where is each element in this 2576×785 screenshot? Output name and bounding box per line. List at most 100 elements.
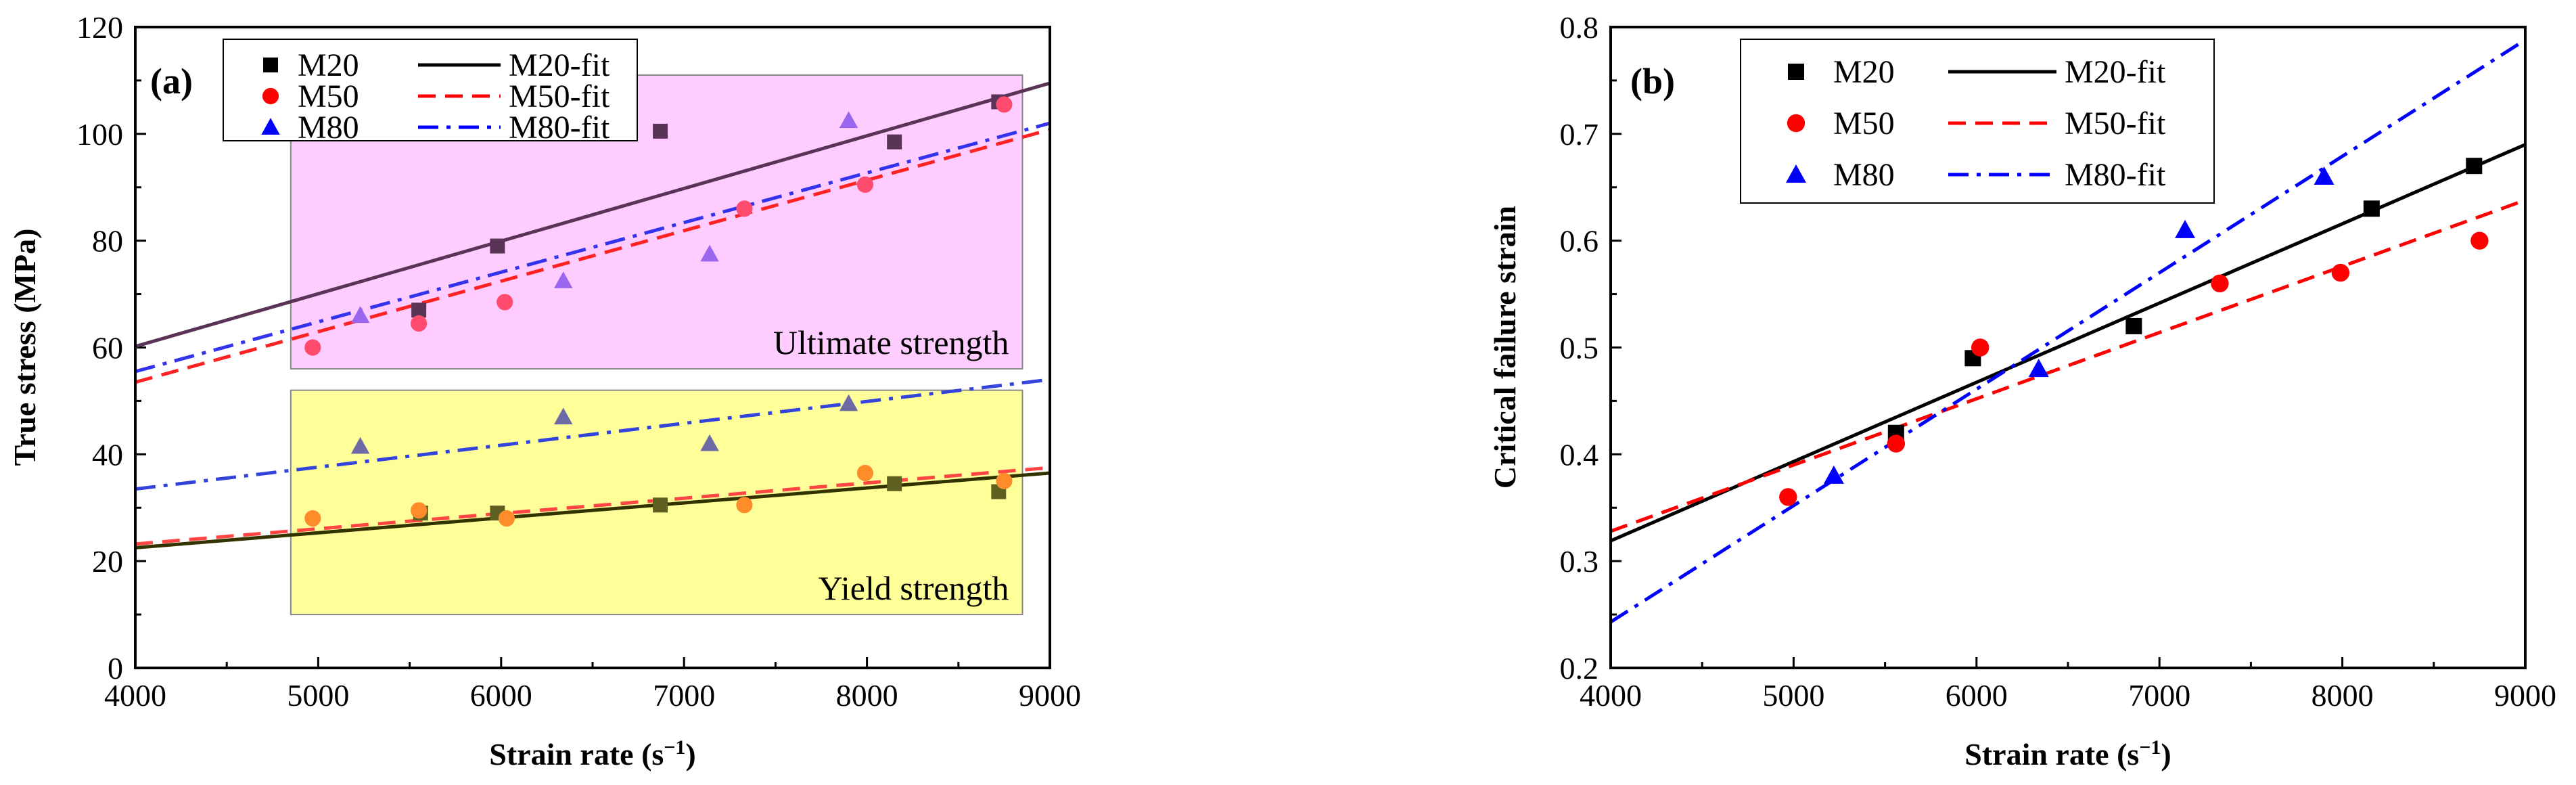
y-tick-label: 0.5 [1560, 331, 1599, 365]
legend-fit-label: M80-fit [509, 110, 610, 145]
data-point [411, 502, 428, 519]
legend-label: M20 [1833, 54, 1895, 90]
y-tick-label: 80 [92, 224, 123, 259]
legend-fit-label: M20-fit [509, 47, 610, 83]
data-point [2125, 317, 2142, 334]
y-tick-label: 0.6 [1560, 224, 1599, 259]
data-point [1887, 434, 1906, 453]
fit-line [1611, 198, 2525, 533]
y-tick-label: 100 [76, 117, 123, 152]
fit-line [135, 121, 1050, 374]
x-tick-labels: 4000 5000 6000 7000 8000 9000 [1580, 678, 2556, 713]
y-tick-label: 0.7 [1560, 117, 1599, 152]
y-tick-labels: 0.2 0.3 0.4 0.5 0.6 0.7 0.8 [1560, 10, 1599, 686]
y-axis-title: True stress (MPa) [7, 229, 42, 466]
data-point [839, 394, 858, 411]
data-point [2314, 166, 2334, 185]
data-points [304, 94, 1013, 527]
fit-line [1611, 38, 2525, 624]
data-point [2028, 359, 2049, 378]
data-point [1823, 465, 1844, 484]
y-tick-label: 20 [92, 544, 123, 579]
data-point [653, 497, 668, 513]
x-axis-title: Strain rate (s−1) [1964, 736, 2171, 772]
x-tick-labels: 4000 5000 6000 7000 8000 9000 [104, 678, 1081, 713]
data-point [1779, 488, 1797, 506]
region-label: Ultimate strength [773, 323, 1009, 361]
data-point [839, 111, 858, 129]
y-axis-title: Critical failure strain [1488, 206, 1522, 489]
x-tick-label: 4000 [1580, 678, 1642, 713]
data-point [736, 200, 753, 217]
data-point [350, 306, 370, 323]
data-point [887, 134, 902, 150]
panel-a-true-stress-chart: Ultimate strength Yield strength 4000 5000… [7, 10, 1081, 771]
data-point [653, 123, 668, 139]
legend-box [223, 39, 638, 141]
data-point [887, 476, 902, 491]
data-point [700, 244, 719, 262]
legend-fit-label: M50-fit [509, 78, 610, 114]
data-point [736, 497, 753, 514]
data-point [304, 339, 321, 356]
y-tick-label: 40 [92, 437, 123, 472]
legend-label: M50 [1833, 106, 1895, 141]
legend-marker [263, 58, 278, 72]
legend-fit-label: M80-fit [2065, 157, 2166, 193]
data-point [411, 315, 428, 332]
legend: M20 M20-fit M50 M50-fit M80 M80-fit [223, 39, 638, 145]
legend-label: M20 [298, 47, 359, 83]
y-tick-label: 0.3 [1560, 544, 1599, 579]
legend-marker [262, 87, 279, 105]
data-point [2466, 158, 2483, 175]
legend-marker [1787, 114, 1806, 133]
data-point [2363, 200, 2380, 217]
data-point [553, 407, 573, 425]
plot-frame [1609, 26, 2527, 669]
data-point [2175, 219, 2196, 238]
data-point [350, 436, 370, 454]
data-point [497, 294, 513, 311]
y-tick-label: 0.4 [1560, 437, 1599, 472]
legend-marker [261, 118, 280, 135]
y-tick-labels: 0 20 40 60 80 100 120 [76, 10, 123, 686]
y-tick-label: 0.2 [1560, 651, 1599, 686]
legend-marker [1788, 64, 1804, 80]
region-label: Yield strength [819, 569, 1009, 607]
data-point [996, 96, 1013, 113]
data-point [411, 302, 427, 318]
x-axis-title: Strain rate (s−1) [489, 736, 696, 772]
data-point [498, 510, 515, 527]
data-point [700, 434, 719, 451]
x-tick-label: 8000 [2312, 678, 2374, 713]
x-tick-label: 7000 [653, 678, 715, 713]
legend-fit-label: M50-fit [2065, 106, 2166, 141]
legend-marker [1786, 164, 1806, 183]
x-tick-label: 8000 [836, 678, 898, 713]
x-tick-label: 9000 [1019, 678, 1081, 713]
y-tick-label: 120 [76, 10, 123, 45]
data-points [1779, 158, 2489, 506]
data-point [2211, 274, 2229, 292]
y-tick-label: 0 [108, 651, 123, 686]
data-point [304, 510, 321, 527]
data-point [996, 472, 1013, 489]
legend-fit-label: M20-fit [2065, 54, 2166, 90]
y-tick-label: 60 [92, 331, 123, 365]
x-tick-label: 5000 [287, 678, 349, 713]
data-point [856, 176, 873, 193]
y-tick-label: 0.8 [1560, 10, 1599, 45]
data-point [2331, 263, 2350, 282]
x-tick-label: 4000 [104, 678, 166, 713]
plot-frame [134, 26, 1051, 669]
panel-label: (b) [1630, 61, 1675, 102]
data-point [553, 271, 573, 288]
x-tick-label: 6000 [1946, 678, 2008, 713]
legend-label: M50 [298, 78, 359, 114]
region-labels: Ultimate strength Yield strength [773, 323, 1009, 607]
panel-b-failure-strain-chart: 4000 5000 6000 7000 8000 9000 0.2 0.3 0.4 0.5 0.6… [1488, 10, 2556, 771]
fit-line [135, 128, 1050, 384]
legend-label: M80 [298, 110, 359, 145]
data-point [1971, 338, 1990, 357]
fit-line [135, 378, 1050, 491]
